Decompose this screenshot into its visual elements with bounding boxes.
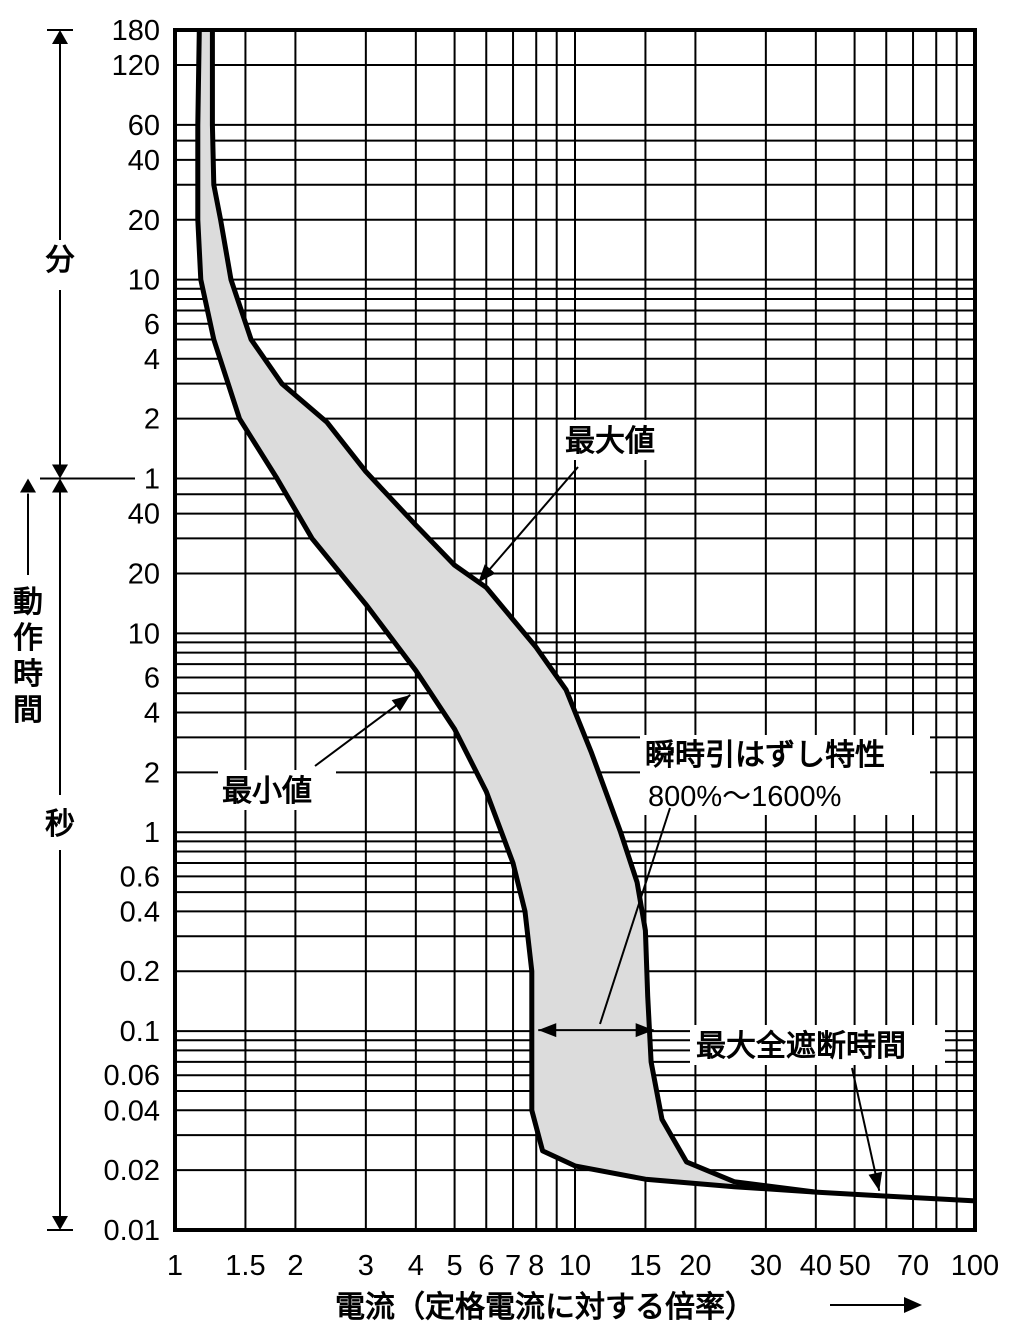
seconds-label: 秒 [45,807,75,842]
ann-min-arrow-head [391,694,411,712]
ann-interrupt-arrow-line [851,1067,881,1192]
ylabel-arrow-head [20,478,36,493]
x-tick-label: 40 [800,1250,832,1282]
ann-instant-leader [599,807,671,1025]
y-tick-label-minutes: 4 [144,344,160,376]
xlabel-arrow-head [904,1297,922,1313]
y-tick-label-seconds: 0.6 [120,861,160,893]
y-tick-label-seconds: 0.4 [120,896,160,928]
ann-instant-label: 瞬時引はずし特性 [645,738,885,773]
y-tick-label-minutes: 40 [128,145,160,177]
tick-labels: 1 1.5 2 3 4 5 6 7 8 10 15 20 30 40 50 70 1000.010.020.04… [104,15,1000,1282]
y-tick-label-seconds: 2 [144,757,160,789]
ann-instant-range: 800%〜1600% [648,781,841,813]
y-tick-label-seconds: 10 [128,618,160,650]
series-max-curve [209,30,817,1195]
ylabel-char: 時 [13,657,43,692]
x-axis-title: 電流（定格電流に対する倍率） [335,1290,755,1325]
y-tick-label-minutes: 120 [112,50,160,82]
plot-frame [173,28,977,1232]
x-tick-label: 10 [559,1250,591,1282]
y-tick-label-minutes: 10 [128,265,160,297]
series-min-curve [195,29,816,1195]
ann-max-bg [560,420,675,460]
x-tick-label: 1.5 [225,1250,265,1282]
y-tick-label-seconds: 6 [144,662,160,694]
ann-instant-bg [640,735,930,815]
x-tick-label: 30 [750,1250,782,1282]
minutes-arrow-down [52,464,68,479]
x-tick-label: 7 [505,1250,521,1282]
y-tick-label-minutes: 2 [144,404,160,436]
ann-min-label: 最小値 [222,774,312,809]
y-tick-label-seconds: 0.06 [104,1060,160,1092]
ann-max-arrow-head [478,564,496,583]
x-tick-label: 70 [897,1250,929,1282]
x-tick-label: 1 [167,1250,183,1282]
x-tick-label: 5 [447,1250,463,1282]
y-tick-label-minutes: 60 [128,110,160,142]
y-tick-label-seconds: 20 [128,558,160,590]
ann-max-label: 最大値 [565,424,655,459]
y-tick-label-seconds: 0.01 [104,1215,160,1247]
x-tick-label: 6 [478,1250,494,1282]
ann-min-bg [218,770,336,810]
y-tick-label-minutes: 6 [144,309,160,341]
minutes-arrow-up [52,30,68,44]
y-tick-label-seconds: 0.02 [104,1155,160,1187]
ann-max-arrow-line [477,466,579,584]
x-tick-label: 50 [838,1250,870,1282]
ylabel-char: 動 [13,585,43,620]
x-tick-label: 100 [951,1250,999,1282]
x-tick-label: 3 [358,1250,374,1282]
x-tick-label: 15 [629,1250,661,1282]
curves [195,29,976,1204]
y-tick-label-seconds: 0.1 [120,1016,160,1048]
ann-interrupt-bg [690,1025,945,1065]
ylabel-char: 作 [13,621,43,656]
x-tick-label: 20 [679,1250,711,1282]
y-tick-label-seconds: 4 [144,697,160,729]
y-tick-label-seconds: 1 [144,817,160,849]
frame [173,28,977,1232]
ann-interrupt-arrow-head [868,1171,883,1191]
seconds-arrow-up [52,478,68,493]
ann-interrupt-label: 最大全遮断時間 [696,1029,906,1064]
x-tick-label: 2 [287,1250,303,1282]
y-tick-label-seconds: 40 [128,499,160,531]
y-tick-label-minutes: 1 [144,464,160,496]
ann-instant-arrow-right-head [635,1023,654,1038]
minutes-label: 分 [45,243,75,278]
series-max-interrupt-curve [815,1189,976,1204]
ylabel-char: 間 [13,693,43,728]
y-tick-label-seconds: 0.2 [120,956,160,988]
seconds-arrow-down [52,1216,68,1230]
ann-min-arrow-line [314,694,411,767]
x-tick-label: 8 [528,1250,544,1282]
y-tick-label-seconds: 0.04 [104,1095,160,1127]
y-tick-label-minutes: 180 [112,15,160,47]
x-tick-label: 4 [408,1250,424,1282]
y-tick-label-minutes: 20 [128,205,160,237]
ann-instant-arrow-left-head [538,1023,557,1038]
